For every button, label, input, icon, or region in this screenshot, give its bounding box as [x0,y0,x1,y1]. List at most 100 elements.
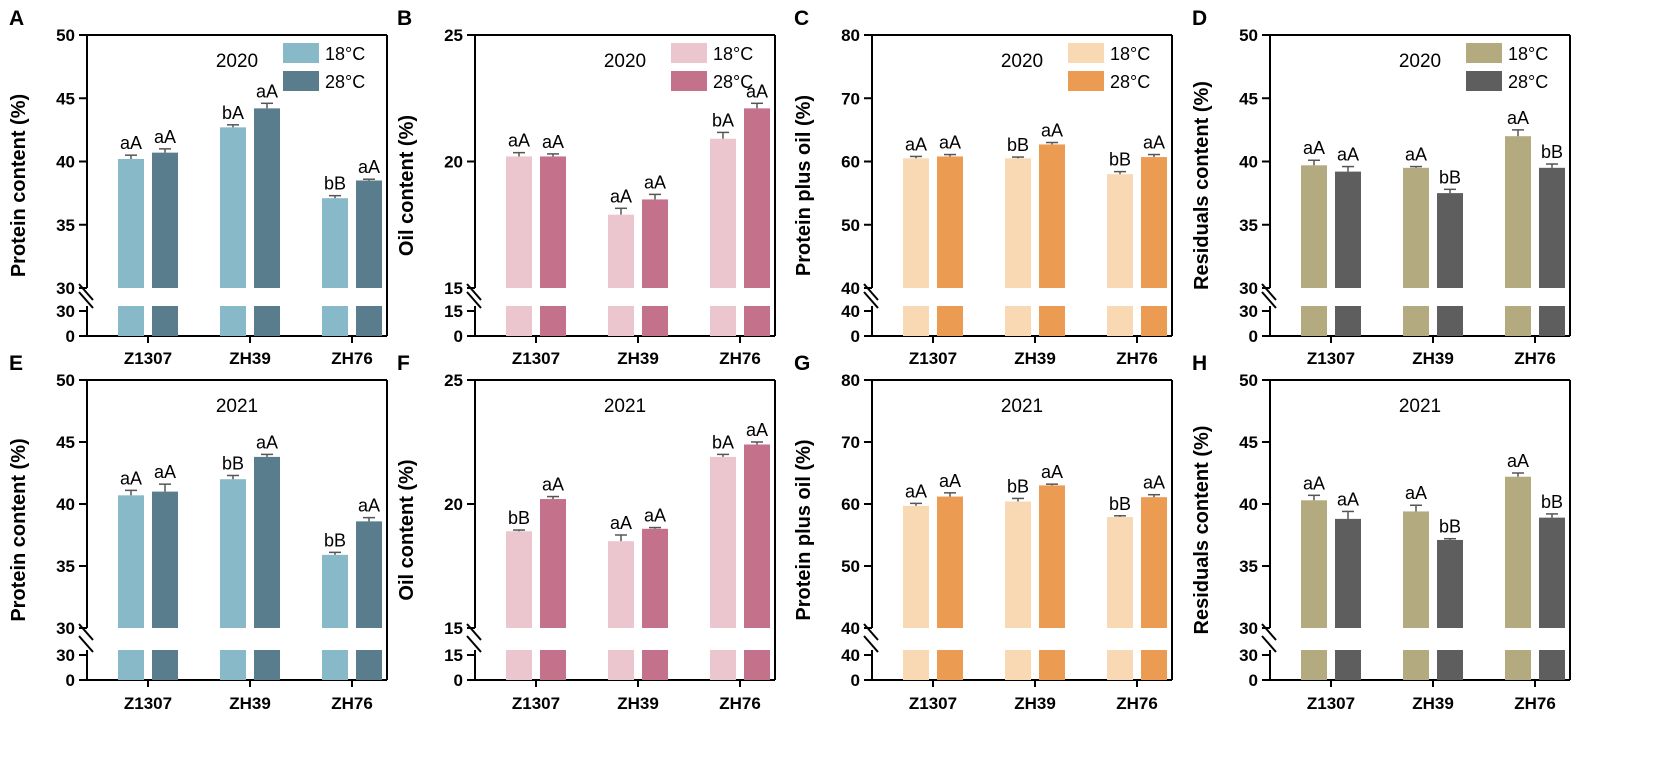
x-tick-label: ZH76 [1116,349,1158,368]
x-tick-label: Z1307 [909,349,957,368]
bar-lower-segment [356,306,382,336]
bar [1437,193,1463,288]
axis-break-mark [863,291,879,309]
y-tick-label: 25 [444,371,463,390]
x-tick-label: ZH39 [1014,694,1056,713]
x-tick-label: Z1307 [1307,349,1355,368]
y-tick-label: 25 [444,26,463,45]
bar-lower-segment [254,650,280,680]
legend-label: 18°C [325,44,365,64]
axis-break-mark [863,283,879,301]
bar [1141,157,1167,288]
y-tick-label: 40 [841,646,860,665]
significance-label: aA [1143,133,1165,153]
year-label: 2021 [1001,396,1043,417]
y-tick-label: 0 [66,671,75,690]
y-tick-label: 80 [841,26,860,45]
significance-label: bB [1007,135,1029,155]
y-tick-label: 30 [56,279,75,298]
significance-label: aA [358,496,380,516]
y-tick-label: 80 [841,371,860,390]
x-tick-label: Z1307 [512,349,560,368]
significance-label: aA [746,81,768,101]
significance-label: bB [1439,517,1461,537]
panel-a: A Protein content (%) 30 35 40 45 50 0 30 aA bA bB a… [8,7,388,368]
bar [356,180,382,288]
y-tick-label: 0 [851,327,860,346]
bar-lower-segment [220,650,246,680]
bar [322,198,348,288]
bar [608,541,634,628]
legend-label: 28°C [1508,72,1548,92]
bar-lower-segment [1301,650,1327,680]
significance-label: aA [939,133,961,153]
bar [220,127,246,288]
significance-label: aA [746,420,768,440]
bar [642,199,668,288]
significance-label: aA [1143,473,1165,493]
legend-label: 18°C [1508,44,1548,64]
y-tick-label: 40 [56,153,75,172]
year-label: 2021 [1399,396,1441,417]
bar-lower-segment [744,650,770,680]
y-tick-label: 0 [454,671,463,690]
year-label: 2020 [1399,51,1441,72]
y-tick-label: 30 [1239,646,1258,665]
y-axis-label: Oil content (%) [396,115,418,256]
panel-e: E Protein content (%) 30 35 40 45 50 0 30 aA bB bB a… [8,352,388,713]
bar-lower-segment [1005,650,1031,680]
panel-letter: C [794,7,809,30]
bar [1505,136,1531,288]
significance-label: bA [712,110,734,130]
bar-lower-segment [540,306,566,336]
y-tick-label: 30 [1239,302,1258,321]
bar-lower-segment [937,306,963,336]
bar-lower-segment [1301,306,1327,336]
bar-lower-segment [1505,650,1531,680]
x-tick-label: ZH76 [1514,694,1556,713]
bar-lower-segment [1437,650,1463,680]
panel-letter: E [9,352,23,375]
x-tick-label: ZH39 [229,694,271,713]
axis-break-mark [78,635,94,653]
panel-letter: H [1192,352,1207,375]
y-tick-label: 70 [841,89,860,108]
panel-f: F Oil content (%) 15 20 25 0 15 bB aA bA aA aA aA Z13… [396,352,776,713]
y-tick-label: 30 [56,646,75,665]
y-tick-label: 30 [56,302,75,321]
x-tick-label: ZH39 [1014,349,1056,368]
significance-label: bA [712,432,734,452]
x-tick-label: ZH76 [719,694,761,713]
panel-g: G Protein plus oil (%) 40 50 60 70 80 0 40 aA bB bB… [793,352,1173,713]
bar-lower-segment [903,650,929,680]
bar [356,521,382,628]
x-tick-label: ZH39 [1412,694,1454,713]
panel-letter: F [397,352,410,375]
bar [152,491,178,628]
legend-swatch [283,71,319,91]
panel-h: H Residuals content (%) 30 35 40 45 50 0 30 aA aA a… [1191,352,1571,713]
x-tick-label: ZH76 [331,349,373,368]
significance-label: aA [358,157,380,177]
significance-label: aA [256,432,278,452]
year-label: 2021 [216,396,258,417]
bar-lower-segment [322,650,348,680]
bar-lower-segment [220,306,246,336]
significance-label: bB [324,530,346,550]
significance-label: aA [939,471,961,491]
bar-lower-segment [1539,650,1565,680]
significance-label: aA [1507,108,1529,128]
legend-swatch [1068,71,1104,91]
bar-lower-segment [1039,306,1065,336]
bar [744,444,770,628]
significance-label: aA [644,172,666,192]
bar-lower-segment [903,306,929,336]
bar-lower-segment [1039,650,1065,680]
legend-label: 28°C [325,72,365,92]
panel-d: D Residuals content (%) 30 35 40 45 50 0 30 aA aA a… [1191,7,1571,368]
y-tick-label: 35 [56,216,75,235]
bar [937,496,963,628]
y-tick-label: 0 [66,327,75,346]
y-axis-label: Residuals content (%) [1191,426,1213,635]
